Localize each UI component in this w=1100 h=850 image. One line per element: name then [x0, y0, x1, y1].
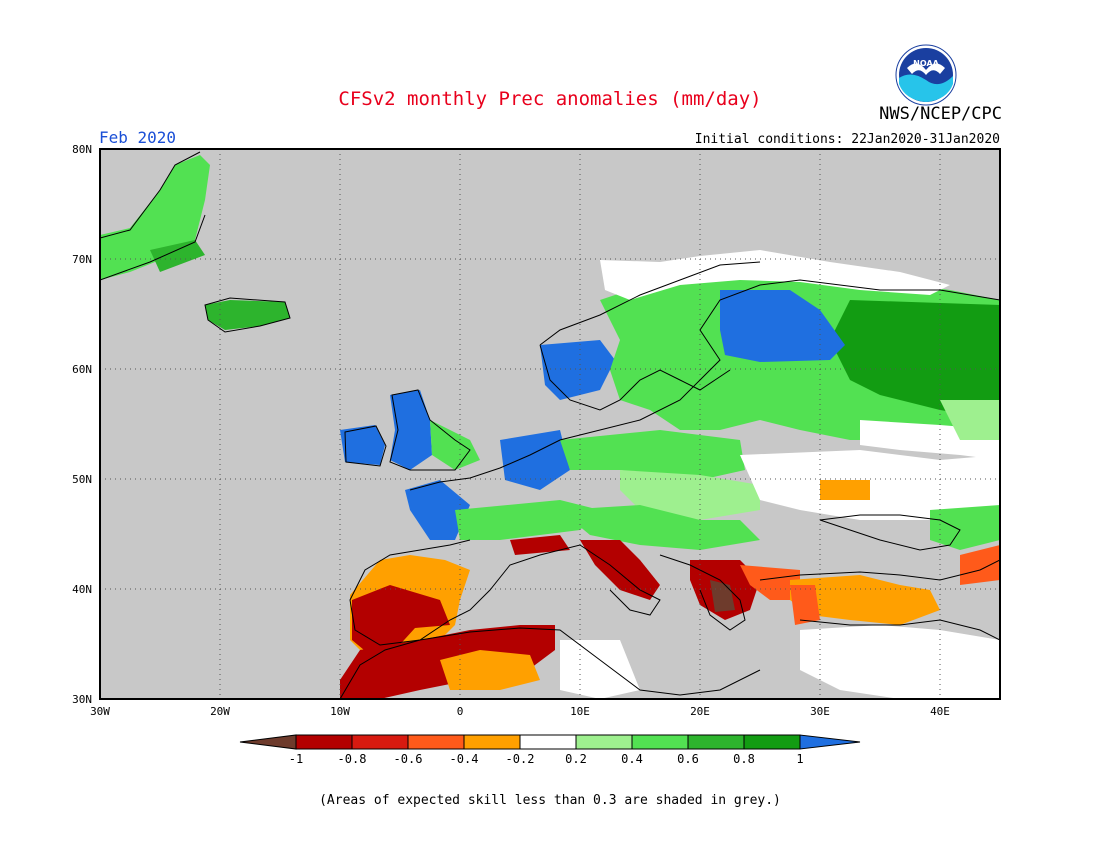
agency-label: NWS/NCEP/CPC	[879, 104, 1002, 124]
norway-very-wet	[540, 340, 615, 400]
west-turkey-dry	[790, 585, 820, 625]
italy-very-dry	[580, 540, 660, 600]
middle-east-neutral	[800, 625, 1000, 699]
lat-label: 70N	[72, 253, 92, 266]
uk-very-wet	[390, 390, 432, 470]
colorbar-cell	[519, 734, 577, 750]
colorbar-cell	[463, 734, 521, 750]
colorbar-cell	[687, 734, 745, 750]
map-frame	[99, 148, 1001, 700]
colorbar-tick-label: -1	[288, 752, 304, 766]
lon-label: 40E	[930, 705, 950, 718]
aegean-dry	[740, 565, 800, 600]
colorbar-tick-label: 0.8	[733, 752, 755, 766]
colorbar-tick-label: 1	[796, 752, 804, 766]
lon-label: 10W	[330, 705, 350, 718]
finland-very-wet	[720, 290, 845, 362]
central-europe-light-wet	[620, 470, 760, 520]
lat-label: 80N	[72, 143, 92, 156]
colorbar-cell	[575, 734, 633, 750]
greenland-wet-region	[100, 155, 210, 280]
colorbar-tick-label: 0.6	[677, 752, 699, 766]
lon-label: 0	[456, 705, 464, 718]
colorbar-tick-label: 0.2	[565, 752, 587, 766]
lon-label: 20E	[690, 705, 710, 718]
colorbar-cell	[407, 734, 465, 750]
benelux-very-wet	[500, 430, 570, 490]
coastlines	[100, 151, 1000, 699]
forecast-period: Feb 2020	[99, 128, 177, 147]
lon-label: 30W	[90, 705, 110, 718]
lat-label: 60N	[72, 363, 92, 376]
lat-label: 40N	[72, 583, 92, 596]
colorbar-cell	[351, 734, 409, 750]
caucasus-dry	[960, 545, 1000, 585]
east-england-wet	[430, 420, 480, 470]
ireland-very-wet	[340, 425, 385, 465]
volga-light-wet	[940, 400, 1000, 440]
lon-label: 30E	[810, 705, 830, 718]
ligurian-very-dry	[510, 535, 570, 555]
colorbar-tick-label: -0.4	[449, 752, 479, 766]
colorbar-cell	[295, 734, 353, 750]
colorbar-cell	[743, 734, 801, 750]
caspian-wet	[930, 505, 1000, 550]
colorbar-cell	[631, 734, 689, 750]
lat-label: 30N	[72, 693, 92, 706]
france-very-wet	[405, 480, 470, 540]
colorbar-tick-label: 0.4	[621, 752, 643, 766]
colorbar-arrow-high	[799, 734, 861, 750]
crimea-dry	[820, 480, 870, 500]
initial-conditions: Initial conditions: 22Jan2020-31Jan2020	[694, 132, 1000, 147]
germany-poland-wet	[560, 430, 745, 480]
greece-extreme-dry	[710, 580, 735, 612]
lon-label: 10E	[570, 705, 590, 718]
alps-balkans-wet	[560, 505, 760, 550]
colorbar-tick-label: -0.6	[393, 752, 423, 766]
colorbar-arrow-low	[239, 734, 297, 750]
lat-label: 50N	[72, 473, 92, 486]
turkey-dry	[790, 575, 940, 625]
noaa-logo: NOAA	[895, 44, 957, 106]
skill-footnote: (Areas of expected skill less than 0.3 a…	[319, 793, 781, 808]
iberia-very-dry-core	[352, 585, 450, 655]
colorbar-tick-label: -0.2	[505, 752, 535, 766]
iceland-wet-region	[205, 300, 290, 330]
north-africa-dry	[440, 650, 540, 690]
map-gridlines	[100, 149, 1000, 699]
noaa-logo-text: NOAA	[913, 59, 939, 68]
greenland-wet-core	[150, 240, 205, 272]
russia-strong-wet	[830, 300, 1000, 420]
colorbar-tick-label: -0.8	[337, 752, 367, 766]
lon-label: 20W	[210, 705, 230, 718]
chart-title: CFSv2 monthly Prec anomalies (mm/day)	[338, 88, 762, 110]
anomaly-fields	[100, 155, 1000, 699]
